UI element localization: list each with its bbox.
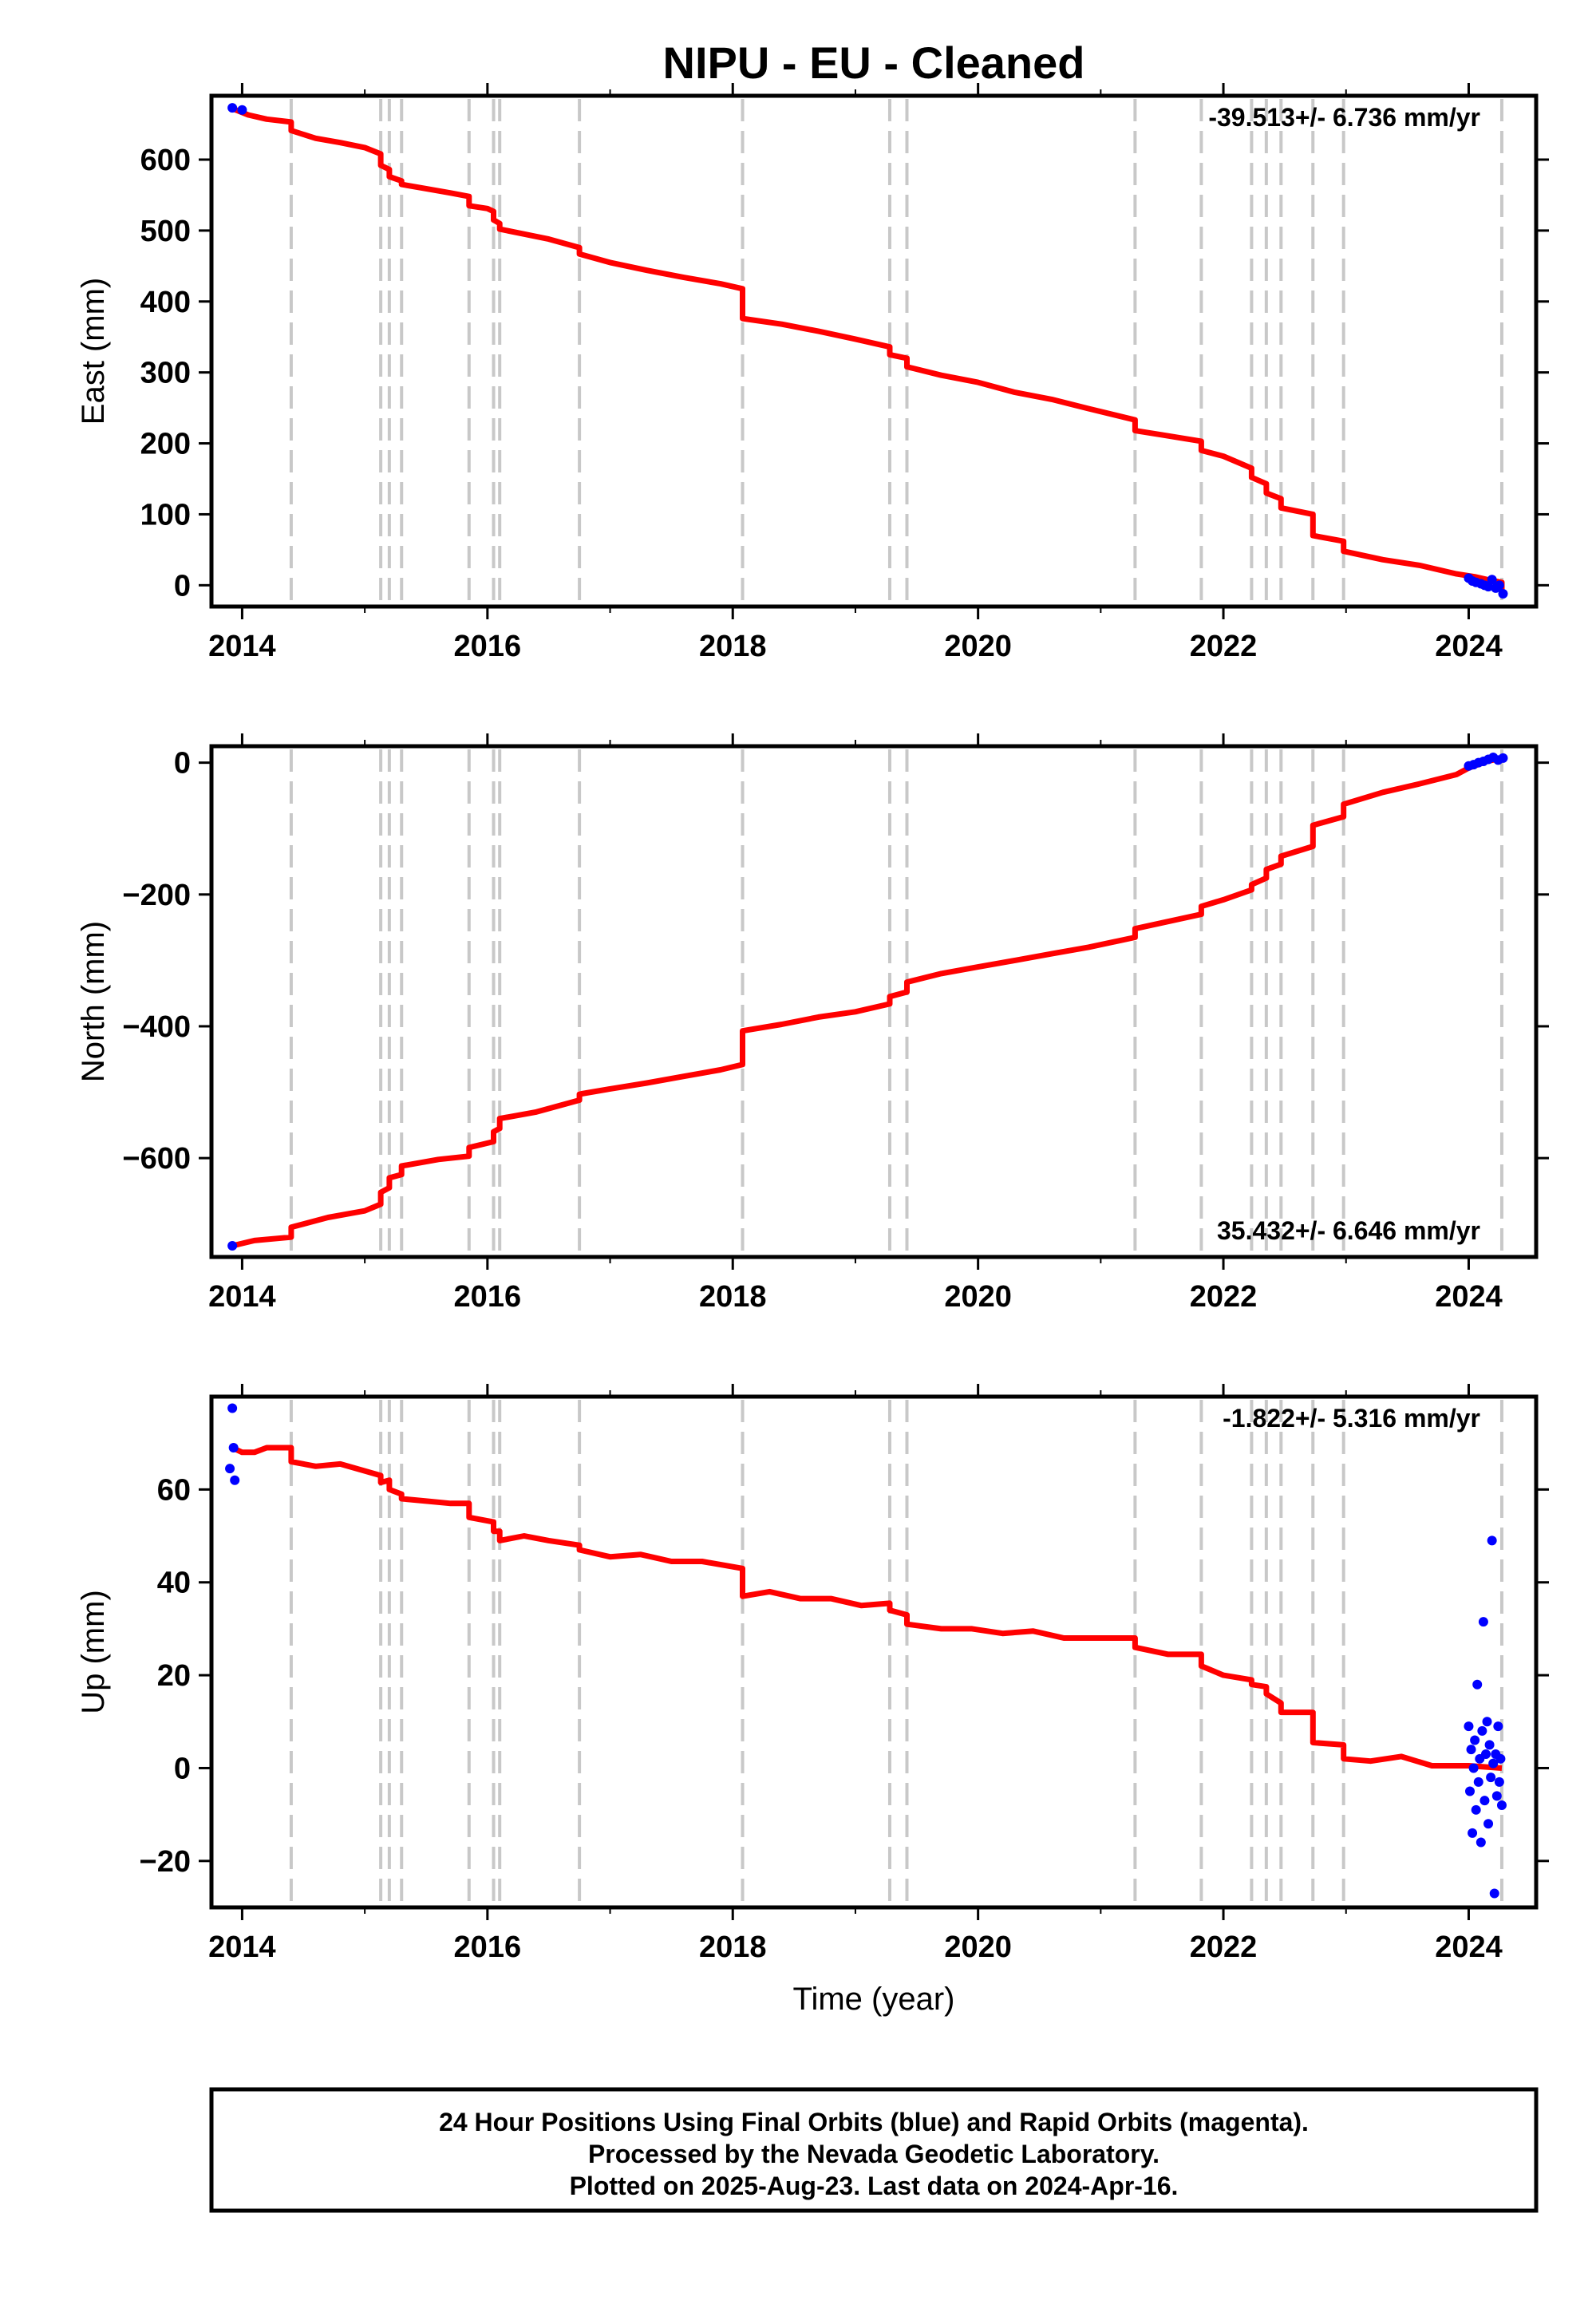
x-tick-label: 2020 <box>944 1280 1012 1314</box>
data-point <box>1476 1837 1486 1848</box>
x-tick-label: 2014 <box>208 1931 276 1964</box>
y-tick-label: 60 <box>157 1473 191 1507</box>
data-point <box>1489 1888 1499 1899</box>
y-tick-label: −400 <box>122 1010 191 1044</box>
data-point <box>1465 1786 1475 1796</box>
footer-frame <box>209 2087 1539 2213</box>
y-tick-label: 0 <box>174 569 191 603</box>
data-point <box>1483 1819 1494 1829</box>
y-tick-label: 0 <box>174 747 191 781</box>
y-tick-label: −200 <box>122 879 191 912</box>
data-point <box>1468 1763 1479 1773</box>
x-tick-label: 2014 <box>208 630 276 663</box>
plot-frame <box>209 93 1539 609</box>
velocity-label: -1.822+/- 5.316 mm/yr <box>1223 1404 1480 1433</box>
data-point <box>1487 1535 1497 1546</box>
data-point <box>1484 1740 1495 1750</box>
data-point <box>1477 1725 1487 1736</box>
data-point <box>228 1443 239 1452</box>
footer-line-3: Plotted on 2025-Aug-23. Last data on 202… <box>570 2172 1179 2200</box>
model-line <box>231 754 1507 1249</box>
data-point <box>1493 1721 1503 1732</box>
footer-box: 24 Hour Positions Using Final Orbits (bl… <box>209 2087 1539 2213</box>
x-tick-label: 2020 <box>944 1931 1012 1964</box>
data-point <box>1488 1758 1499 1769</box>
data-point <box>1464 1721 1474 1732</box>
data-point <box>230 1475 240 1485</box>
data-point <box>1491 1791 1502 1801</box>
data-point <box>1494 1777 1504 1787</box>
north-panel: 2014 2016 2018 2020 2022 2024 −600 −400 −200 0 Nor… <box>76 733 1549 1314</box>
y-axis-label: East (mm) <box>76 278 111 425</box>
y-tick-label: 300 <box>140 357 191 390</box>
y-axis-label: Up (mm) <box>76 1590 111 1714</box>
y-tick-label: 0 <box>174 1752 191 1785</box>
data-point <box>1466 1745 1476 1755</box>
x-tick-label: 2024 <box>1435 1931 1503 1964</box>
east-panel: 2014 2016 2018 2020 2022 2024 0 100 200 300 400 500… <box>76 83 1549 663</box>
data-point <box>1478 1617 1488 1627</box>
model-line <box>231 1445 1503 1771</box>
y-tick-label: 600 <box>140 144 191 177</box>
x-tick-label: 2018 <box>699 1931 767 1964</box>
x-tick-label: 2014 <box>208 1280 276 1314</box>
data-point <box>1498 589 1508 599</box>
data-point <box>1471 1804 1481 1815</box>
y-tick-label: 400 <box>140 286 191 319</box>
data-point <box>225 1464 235 1474</box>
data-point <box>1473 1777 1483 1787</box>
y-tick-label: 500 <box>140 215 191 248</box>
x-tick-label: 2018 <box>699 1280 767 1314</box>
data-point <box>1498 753 1508 763</box>
y-tick-label: 40 <box>157 1567 191 1600</box>
y-tick-label: −600 <box>122 1142 191 1176</box>
data-point <box>1494 580 1504 591</box>
x-tick-label: 2024 <box>1435 630 1503 663</box>
x-tick-label: 2022 <box>1190 630 1258 663</box>
data-point <box>237 105 247 115</box>
up-panel: 2014 2016 2018 2020 2022 2024 −20 0 20 40 60 Up (mm… <box>76 1384 1549 1964</box>
x-tick-label: 2016 <box>454 630 522 663</box>
velocity-label: 35.432+/- 6.646 mm/yr <box>1217 1216 1480 1245</box>
data-point <box>1486 1773 1496 1783</box>
x-axis-label: Time (year) <box>793 1982 955 2017</box>
plot-frame <box>209 1394 1539 1910</box>
footer-line-1: 24 Hour Positions Using Final Orbits (bl… <box>439 2108 1309 2136</box>
x-tick-label: 2016 <box>454 1931 522 1964</box>
y-tick-label: 200 <box>140 428 191 461</box>
y-tick-label: −20 <box>140 1845 191 1879</box>
model-line <box>231 105 1507 596</box>
plot-frame <box>209 744 1539 1259</box>
data-point <box>1470 1735 1480 1745</box>
data-point <box>1468 1828 1478 1838</box>
data-point <box>227 103 238 113</box>
y-axis-label: North (mm) <box>76 921 111 1082</box>
data-point <box>1482 1717 1492 1727</box>
x-tick-label: 2022 <box>1190 1931 1258 1964</box>
x-tick-label: 2020 <box>944 630 1012 663</box>
x-tick-label: 2018 <box>699 630 767 663</box>
data-point <box>227 1403 238 1413</box>
y-tick-label: 100 <box>140 498 191 532</box>
data-point <box>227 1240 238 1251</box>
data-point <box>1495 1753 1506 1764</box>
data-point <box>1480 1749 1491 1759</box>
x-tick-label: 2022 <box>1190 1280 1258 1314</box>
data-point <box>1496 1800 1507 1810</box>
data-point <box>1483 582 1494 592</box>
data-point <box>1487 575 1497 585</box>
figure-title: NIPU - EU - Cleaned <box>663 38 1085 88</box>
velocity-label: -39.513+/- 6.736 mm/yr <box>1208 103 1480 132</box>
data-point <box>1472 1679 1483 1690</box>
x-tick-label: 2024 <box>1435 1280 1503 1314</box>
y-tick-label: 20 <box>157 1659 191 1693</box>
x-tick-label: 2016 <box>454 1280 522 1314</box>
footer-line-2: Processed by the Nevada Geodetic Laborat… <box>588 2140 1159 2168</box>
data-point <box>1479 1796 1490 1806</box>
